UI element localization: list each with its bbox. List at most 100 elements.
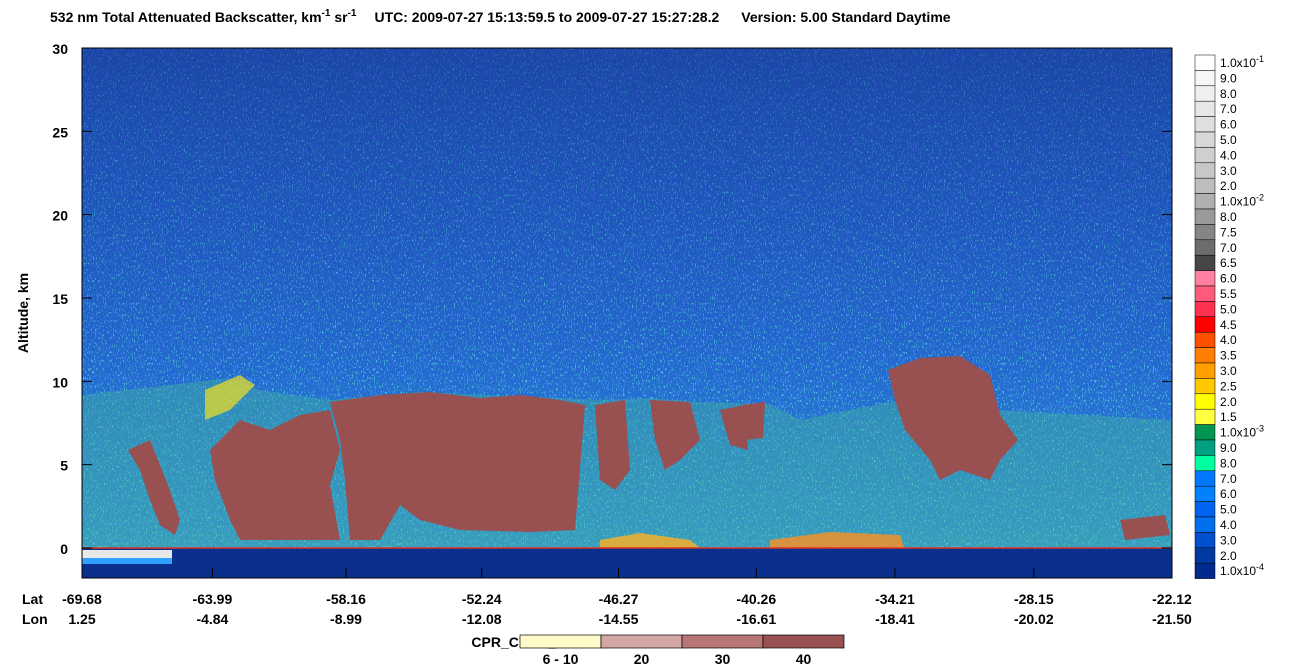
colorbar-label: 2.0 (1220, 179, 1237, 193)
colorbar-label: 3.0 (1220, 364, 1237, 378)
colorbar-label-text: 2.0 (1220, 179, 1237, 193)
colorbar-cell (1194, 147, 1216, 164)
colorbar-label-text: 3.0 (1220, 164, 1237, 178)
y-tick-label: 15 (52, 291, 68, 307)
colorbar-label-text: 6.0 (1220, 487, 1237, 501)
colorbar-cell (1194, 501, 1216, 518)
colorbar-label: 4.0 (1220, 518, 1237, 532)
cpr-legend-label: 40 (796, 651, 812, 667)
colorbar-label: 6.5 (1220, 256, 1237, 270)
colorbar-label: 3.0 (1220, 164, 1237, 178)
y-tick-label: 0 (60, 541, 68, 557)
colorbar-label: 3.5 (1220, 349, 1237, 363)
y-tick-label: 20 (52, 208, 68, 224)
colorbar-label: 5.0 (1220, 133, 1237, 147)
lon-tick-label: -20.02 (1014, 611, 1054, 627)
colorbar-label: 1.0x10-4 (1220, 562, 1264, 578)
cpr-legend-swatch (519, 634, 602, 649)
colorbar-cell (1194, 116, 1216, 133)
y-tick-label: 5 (60, 458, 68, 474)
colorbar-label-text: 4.0 (1220, 148, 1237, 162)
colorbar-cell (1194, 254, 1216, 271)
colorbar-cell (1194, 208, 1216, 225)
cpr-legend-label: 30 (715, 651, 731, 667)
colorbar-label-text: 6.5 (1220, 256, 1237, 270)
colorbar-cell (1194, 455, 1216, 472)
colorbar-label: 4.0 (1220, 148, 1237, 162)
lon-tick-label: -16.61 (736, 611, 776, 627)
colorbar-label-text: 5.0 (1220, 302, 1237, 316)
colorbar-cell (1194, 516, 1216, 533)
colorbar-label-text: 6.0 (1220, 272, 1237, 286)
colorbar-label: 5.5 (1220, 287, 1237, 301)
colorbar-label-text: 4.0 (1220, 518, 1237, 532)
colorbar-cell (1194, 393, 1216, 410)
lat-tick-label: -58.16 (326, 591, 366, 607)
colorbar-cell (1194, 131, 1216, 148)
colorbar-label-text: 3.5 (1220, 349, 1237, 363)
colorbar-label: 2.0 (1220, 395, 1237, 409)
colorbar-label-exp: -2 (1256, 193, 1264, 203)
colorbar-cell (1194, 424, 1216, 441)
colorbar-label: 6.0 (1220, 118, 1237, 132)
lon-tick-label: -8.99 (330, 611, 362, 627)
colorbar-label-text: 2.5 (1220, 379, 1237, 393)
chart-title: 532 nm Total Attenuated Backscatter, km-… (50, 8, 951, 25)
colorbar-label-text: 7.0 (1220, 472, 1237, 486)
colorbar-label-text: 1.5 (1220, 410, 1237, 424)
colorbar-label-text: 1.0x10 (1220, 564, 1256, 578)
colorbar-cell (1194, 270, 1216, 287)
colorbar-label-text: 6.0 (1220, 118, 1237, 132)
cpr-legend-swatch (681, 634, 764, 649)
colorbar-label-text: 5.0 (1220, 133, 1237, 147)
colorbar-label-text: 1.0x10 (1220, 56, 1256, 70)
lon-label: Lon (22, 611, 48, 627)
colorbar-label-text: 5.0 (1220, 503, 1237, 517)
lat-tick-label: -46.27 (599, 591, 639, 607)
backscatter-image (82, 48, 1172, 578)
colorbar-cell (1194, 85, 1216, 102)
lat-tick-label: -69.68 (62, 591, 102, 607)
plot-frame (81, 47, 1173, 579)
colorbar-cell (1194, 347, 1216, 364)
colorbar-label: 8.0 (1220, 456, 1237, 470)
colorbar-label-text: 9.0 (1220, 441, 1237, 455)
colorbar-label: 7.0 (1220, 472, 1237, 486)
colorbar-label: 1.0x10-1 (1220, 54, 1264, 70)
colorbar-label-text: 7.0 (1220, 102, 1237, 116)
y-tick-label: 10 (52, 374, 68, 390)
colorbar-label-text: 1.0x10 (1220, 195, 1256, 209)
colorbar-cell (1194, 162, 1216, 179)
colorbar-cell (1194, 331, 1216, 348)
colorbar-label: 5.0 (1220, 302, 1237, 316)
colorbar-cell (1194, 408, 1216, 425)
colorbar-cell (1194, 362, 1216, 379)
y-axis-label: Altitude, km (15, 273, 31, 353)
colorbar-cell (1194, 193, 1216, 210)
colorbar-label-text: 4.5 (1220, 318, 1237, 332)
colorbar-cell (1194, 224, 1216, 241)
colorbar-label-text: 4.0 (1220, 333, 1237, 347)
colorbar-label-text: 3.0 (1220, 533, 1237, 547)
colorbar-cell (1194, 532, 1216, 549)
lat-tick-label: -63.99 (193, 591, 233, 607)
cpr-legend-swatch (600, 634, 683, 649)
lat-tick-label: -22.12 (1152, 591, 1192, 607)
colorbar-label: 7.0 (1220, 241, 1237, 255)
colorbar-label-text: 7.5 (1220, 225, 1237, 239)
lat-label: Lat (22, 591, 43, 607)
colorbar-label: 3.0 (1220, 533, 1237, 547)
colorbar-label: 1.5 (1220, 410, 1237, 424)
colorbar-label: 4.5 (1220, 318, 1237, 332)
colorbar-label: 7.0 (1220, 102, 1237, 116)
colorbar-cell (1194, 562, 1216, 579)
colorbar-cell (1194, 285, 1216, 302)
colorbar-cell (1194, 547, 1216, 564)
colorbar-label-exp: -3 (1256, 424, 1264, 434)
colorbar-label-text: 8.0 (1220, 210, 1237, 224)
cpr-legend-swatch (762, 634, 845, 649)
colorbar-label: 8.0 (1220, 87, 1237, 101)
colorbar-cell (1194, 485, 1216, 502)
colorbar-cell (1194, 54, 1216, 71)
